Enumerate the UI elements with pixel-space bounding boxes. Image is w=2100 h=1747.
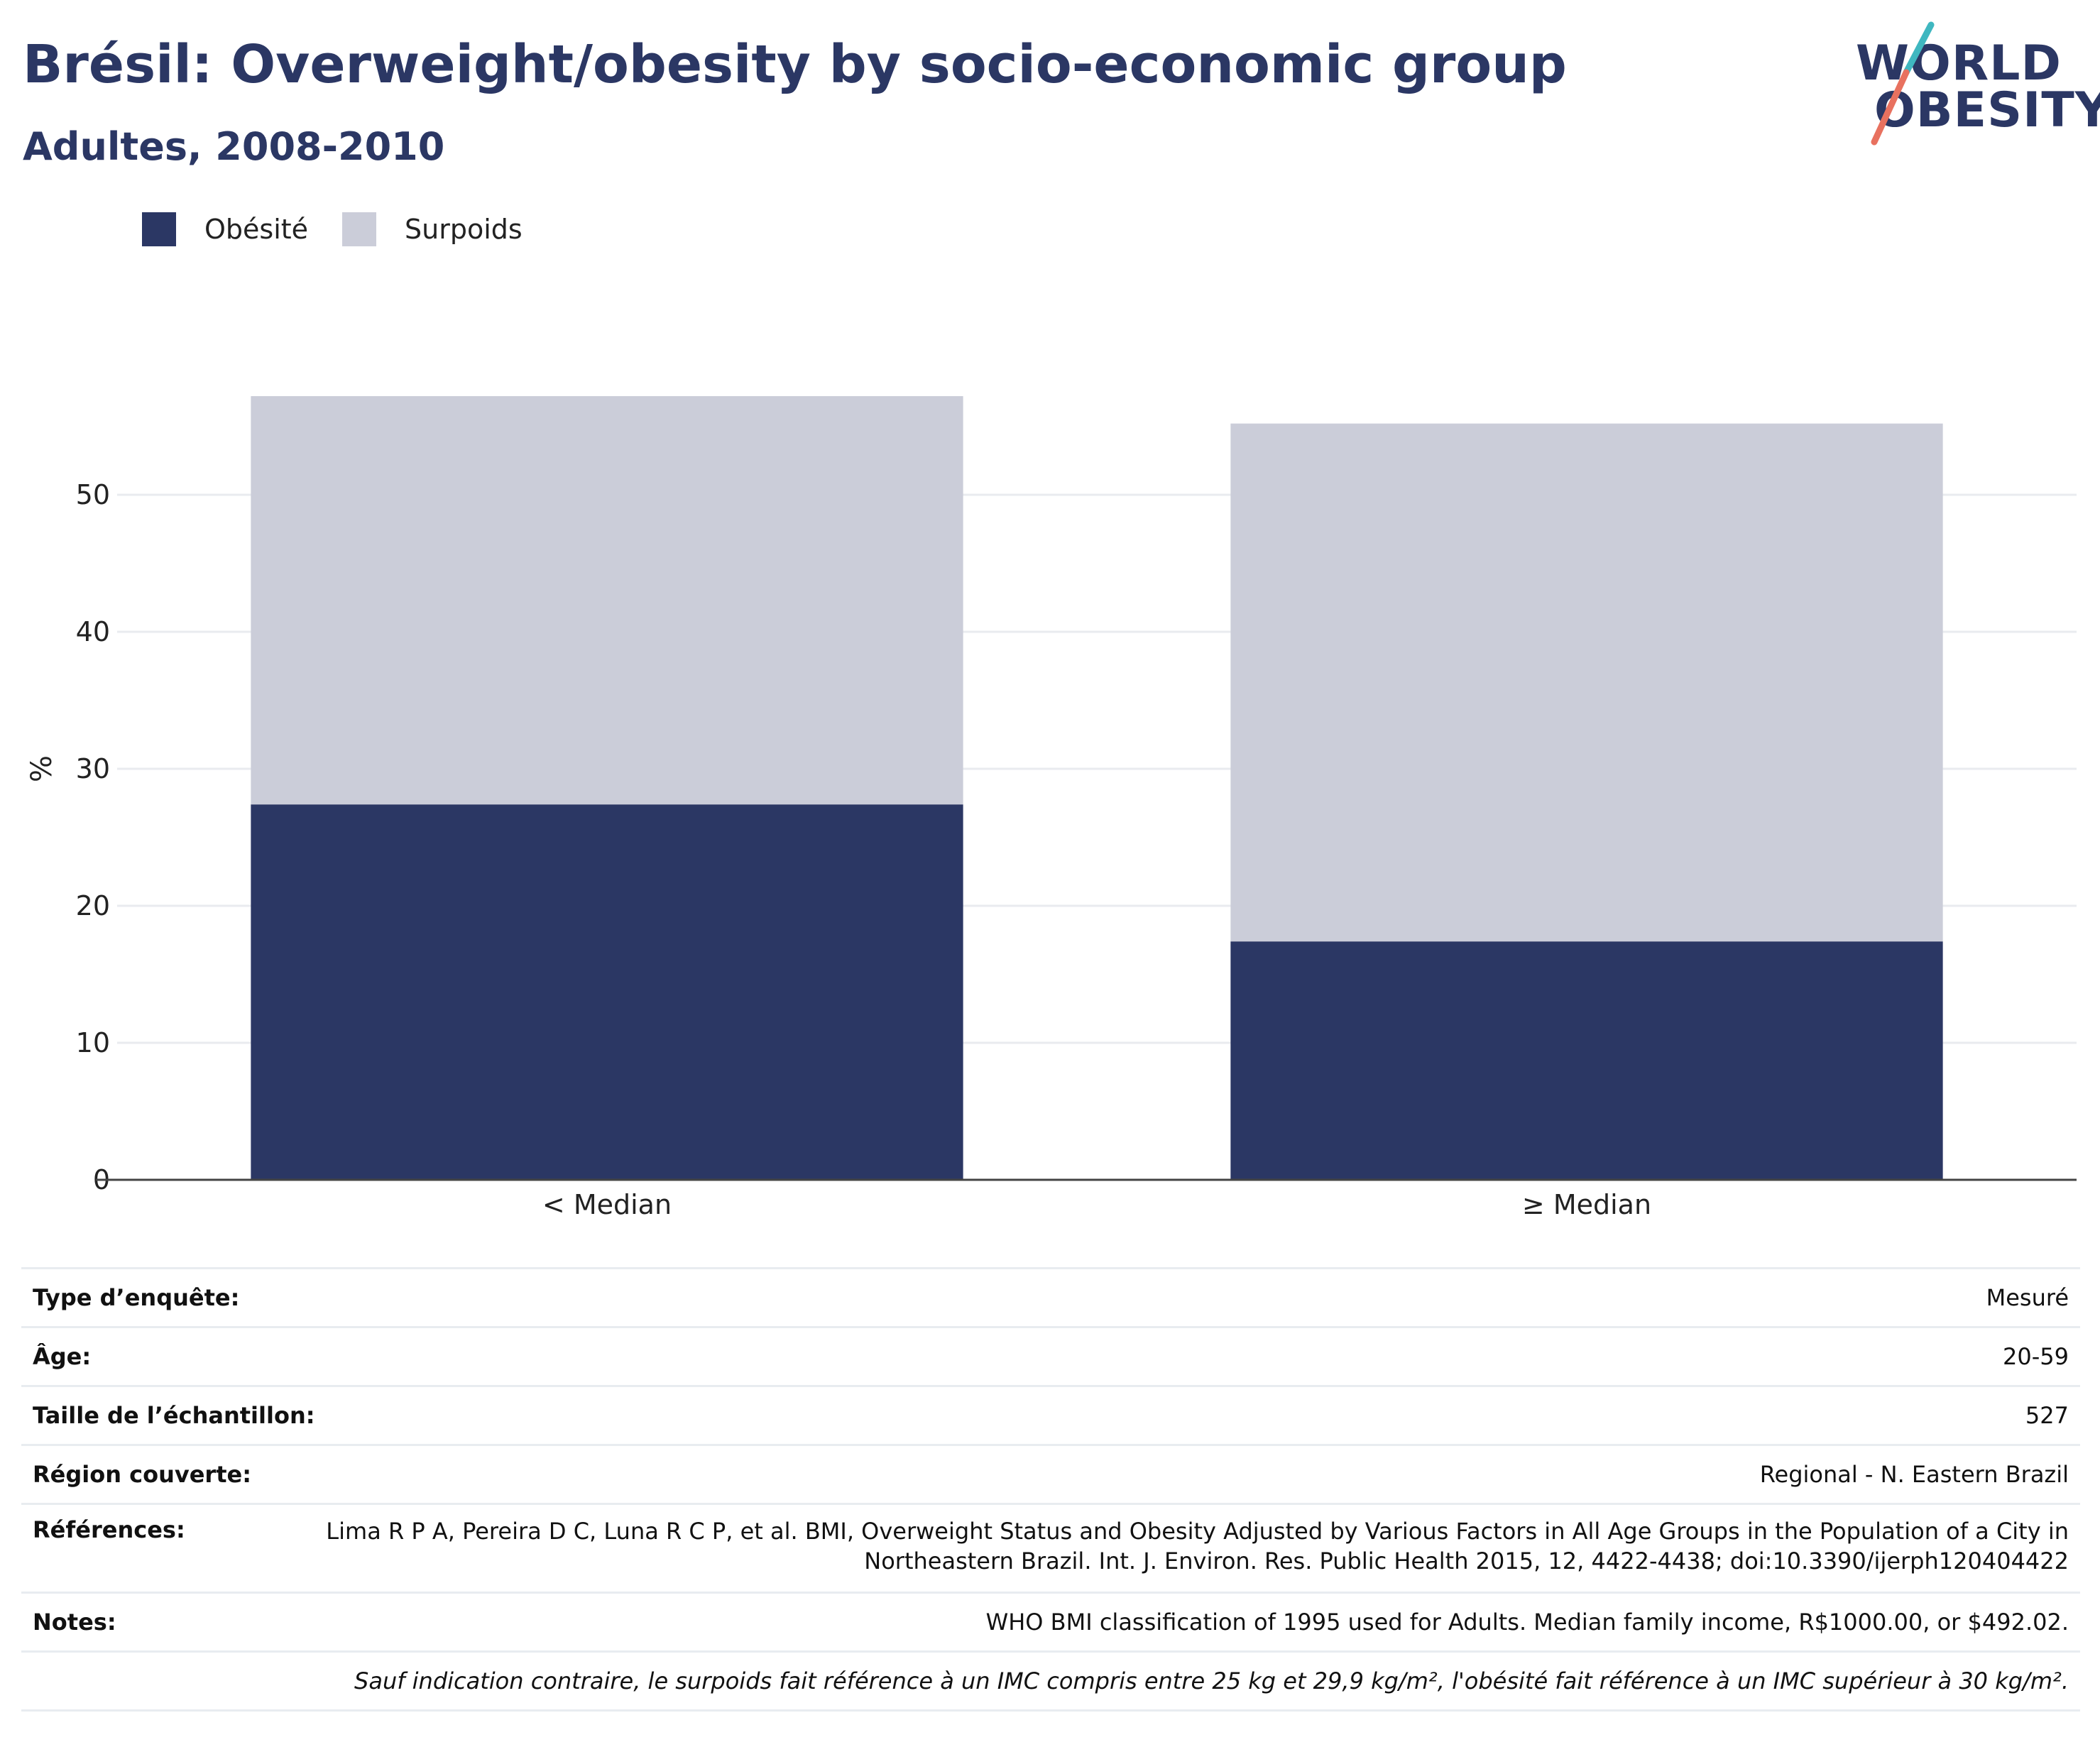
legend-item-obesity[interactable]: Obésité [142,212,308,247]
info-row-age: Âge: 20-59 [21,1328,2080,1387]
info-row-footnote: Sauf indication contraire, le surpoids f… [21,1653,2080,1712]
survey-info-table: Type d’enquête: Mesuré Âge: 20-59 Taille… [21,1267,2080,1712]
legend-swatch-overweight [342,212,376,246]
info-value: 20-59 [2003,1343,2069,1370]
y-tick-label: 10 [76,1027,110,1058]
world-obesity-logo: WORLD OBESITY [1846,21,2100,149]
info-row-region: Région couverte: Regional - N. Eastern B… [21,1446,2080,1505]
x-tick-label: < Median [542,1189,672,1220]
info-key: Âge: [33,1343,92,1370]
info-row-references: Références: Lima R P A, Pereira D C, Lun… [21,1505,2080,1594]
info-key: Notes: [33,1609,116,1636]
info-key: Références: [33,1516,185,1543]
legend-label-obesity: Obésité [204,214,309,245]
y-tick-label: 40 [76,616,110,647]
info-key: Région couverte: [33,1461,251,1488]
info-row-sample-size: Taille de l’échantillon: 527 [21,1387,2080,1446]
info-value: Regional - N. Eastern Brazil [1759,1461,2069,1488]
chart-title: Brésil: Overweight/obesity by socio-econ… [23,34,1567,95]
info-value: 527 [2025,1402,2069,1429]
info-value: WHO BMI classification of 1995 used for … [985,1609,2069,1636]
legend-swatch-obesity [142,212,176,246]
logo-word-world: WORLD [1856,35,2062,92]
info-key: Taille de l’échantillon: [33,1402,315,1429]
y-tick-label: 50 [76,479,110,510]
bar-overweight [251,396,963,805]
y-tick-label: 20 [76,890,110,921]
y-axis-title: % [26,755,58,782]
x-tick-label: ≥ Median [1522,1189,1651,1220]
bar-overweight [1230,423,1943,942]
chart-subtitle: Adultes, 2008-2010 [23,124,445,169]
legend-label-overweight: Surpoids [405,214,523,245]
info-row-notes: Notes: WHO BMI classification of 1995 us… [21,1594,2080,1653]
logo-slash-icon [1871,21,1935,146]
y-tick-label: 30 [76,753,110,784]
info-value: Mesuré [1986,1284,2069,1311]
logo-word-obesity: OBESITY [1874,82,2100,138]
bar-obesity [251,804,963,1180]
info-value: Lima R P A, Pereira D C, Luna R C P, et … [326,1518,2069,1575]
info-row-survey-type: Type d’enquête: Mesuré [21,1269,2080,1328]
legend-item-overweight[interactable]: Surpoids [342,212,523,247]
bar-obesity [1230,941,1943,1180]
footnote-text: Sauf indication contraire, le surpoids f… [354,1667,2069,1694]
info-key: Type d’enquête: [33,1284,240,1311]
